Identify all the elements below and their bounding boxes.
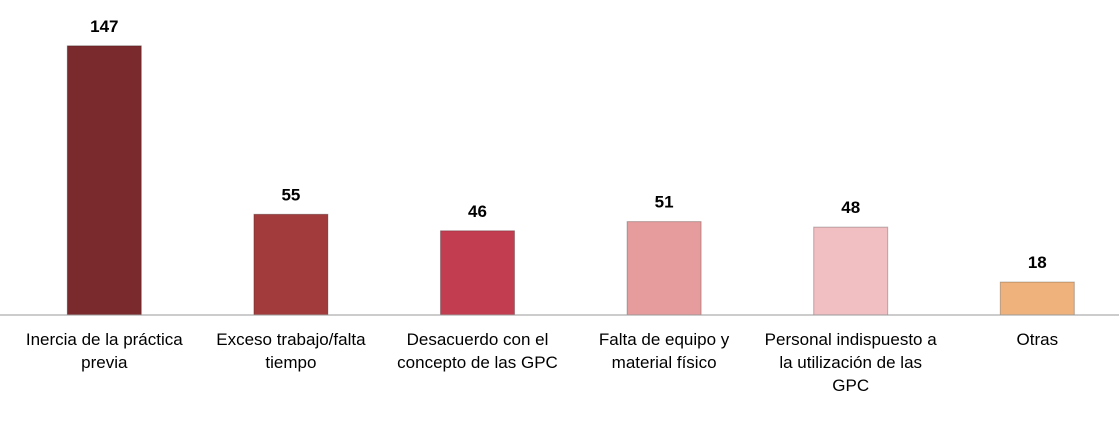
bar [440,230,515,316]
bar [813,226,889,316]
value-label: 46 [468,202,487,221]
value-label: 18 [1028,253,1047,272]
value-label: 48 [841,198,860,217]
x-tick-label: Personal indispuesto a la utilización de… [764,330,937,395]
x-tick-label: Desacuerdo con el concepto de las GPC [397,330,558,372]
value-label: 51 [655,193,674,212]
value-label: 55 [281,185,300,204]
bar [253,213,329,316]
bar [999,281,1075,316]
bar [66,45,142,316]
value-label: 147 [90,17,118,36]
x-tick-label: Exceso trabajo/falta tiempo [216,330,366,372]
x-tick-label: Falta de equipo y material físico [598,330,730,372]
x-tick-label: Inercia de la práctica previa [25,330,183,372]
bar [626,221,702,316]
x-tick-label: Otras [1016,330,1059,349]
